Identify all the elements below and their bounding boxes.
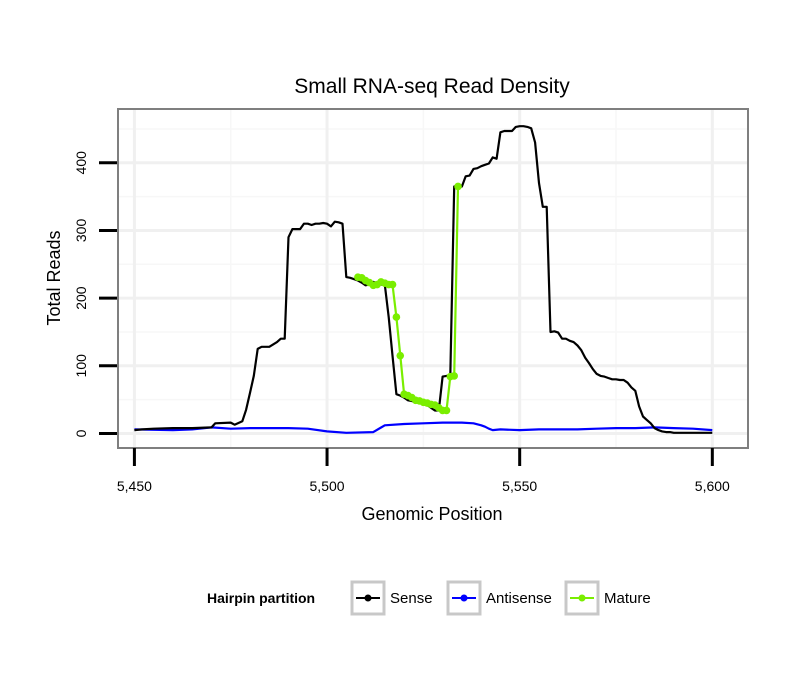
- legend-key-marker: [460, 594, 468, 602]
- mature-point: [442, 406, 451, 415]
- legend-label: Mature: [604, 590, 651, 607]
- legend-key-marker: [364, 594, 372, 602]
- x-tick-label: 5,550: [502, 478, 537, 494]
- x-tick-label: 5,450: [117, 478, 152, 494]
- mature-point: [396, 351, 405, 360]
- legend-title: Hairpin partition: [207, 590, 315, 606]
- axes: 5,450 5,500 5,550 5,600 0 100 200 300 400: [73, 151, 730, 494]
- mature-point: [392, 313, 401, 321]
- antisense-series-line: [134, 421, 713, 434]
- x-tick-label: 5,500: [310, 478, 345, 494]
- y-tick-label: 0: [73, 429, 89, 437]
- mature-point: [454, 182, 462, 191]
- legend-item-antisense: Antisense: [446, 580, 552, 616]
- mature-point: [450, 372, 458, 380]
- legend-key-marker: [578, 594, 586, 602]
- series-layer: [134, 125, 713, 434]
- y-tick-label: 300: [73, 219, 89, 243]
- y-tick-label: 100: [73, 354, 89, 378]
- y-tick-label: 200: [73, 286, 89, 310]
- sense-series-line: [134, 125, 713, 434]
- x-axis-label: Genomic Position: [361, 504, 502, 524]
- legend-item-sense: Sense: [350, 580, 433, 616]
- legend-label: Antisense: [486, 590, 552, 607]
- mature-point: [388, 280, 397, 289]
- chart-title: Small RNA-seq Read Density: [294, 75, 570, 98]
- y-tick-label: 400: [73, 151, 89, 175]
- y-axis-label: Total Reads: [44, 230, 64, 325]
- legend: Hairpin partition Sense Antisense Mature: [207, 580, 651, 616]
- legend-item-mature: Mature: [564, 580, 651, 616]
- grid: [119, 110, 747, 447]
- plot-panel: [117, 108, 749, 449]
- x-tick-label: 5,600: [695, 478, 730, 494]
- legend-label: Sense: [390, 590, 433, 607]
